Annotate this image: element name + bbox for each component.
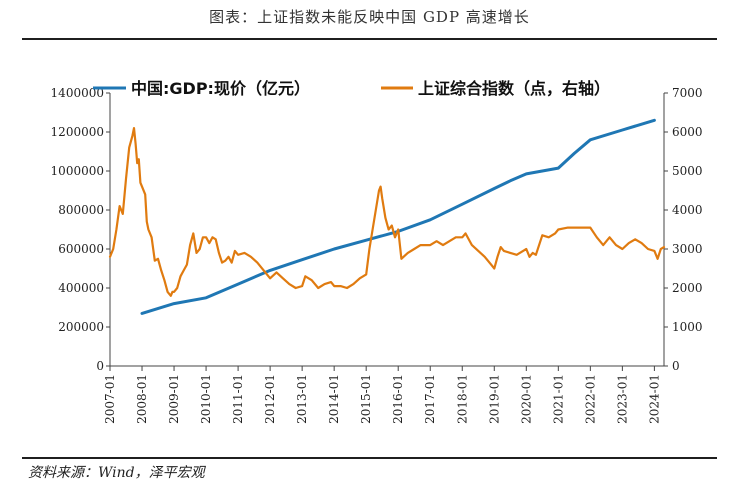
legend-label-gdp: 中国:GDP:现价（亿元）	[131, 79, 310, 98]
shanghai-index-series-line	[108, 127, 666, 297]
x-tick-label: 2010-01	[199, 374, 213, 424]
left-tick-label: 800000	[58, 203, 104, 217]
left-tick-label: 1000000	[51, 164, 104, 178]
right-tick-label: 1000	[672, 320, 703, 334]
right-tick-label: 0	[672, 359, 680, 373]
x-tick-label: 2016-01	[391, 374, 405, 424]
bottom-rule	[22, 457, 717, 459]
left-tick-label: 200000	[58, 320, 104, 334]
legend-label-shanghai-index: 上证综合指数（点，右轴）	[418, 79, 610, 98]
right-tick-label: 4000	[672, 203, 703, 217]
right-tick-label: 7000	[672, 86, 703, 100]
x-tick-label: 2022-01	[583, 374, 597, 424]
x-tick-label: 2020-01	[519, 374, 533, 424]
x-tick-label: 2008-01	[135, 374, 149, 424]
source-note: 资料来源：Wind，泽平宏观	[28, 465, 205, 481]
x-tick-label: 2011-01	[231, 374, 245, 424]
gdp-series-line	[140, 118, 656, 315]
x-tick-label: 2009-01	[167, 374, 181, 424]
left-tick-label: 1400000	[51, 86, 104, 100]
x-tick-label: 2013-01	[295, 374, 309, 424]
right-tick-label: 6000	[672, 125, 703, 139]
x-tick-label: 2024-01	[647, 374, 661, 424]
x-tick-label: 2007-01	[103, 374, 117, 424]
x-tick-label: 2017-01	[423, 374, 437, 424]
chart-title: 图表：上证指数未能反映中国 GDP 高速增长	[209, 8, 530, 26]
x-tick-label: 2019-01	[487, 374, 501, 424]
right-tick-label: 3000	[672, 242, 703, 256]
x-tick-label: 2012-01	[263, 374, 277, 424]
left-tick-label: 1200000	[51, 125, 104, 139]
x-tick-label: 2014-01	[327, 374, 341, 424]
x-tick-label: 2023-01	[615, 374, 629, 424]
legend: 中国:GDP:现价（亿元） 上证综合指数（点，右轴）	[93, 79, 610, 98]
right-tick-label: 5000	[672, 164, 703, 178]
right-tick-label: 2000	[672, 281, 703, 295]
x-tick-label: 2015-01	[359, 374, 373, 424]
left-tick-label: 0	[96, 359, 104, 373]
x-tick-label: 2018-01	[455, 374, 469, 424]
x-tick-label: 2021-01	[551, 374, 565, 424]
left-tick-label: 400000	[58, 281, 104, 295]
left-tick-label: 600000	[58, 242, 104, 256]
top-rule	[22, 38, 717, 40]
